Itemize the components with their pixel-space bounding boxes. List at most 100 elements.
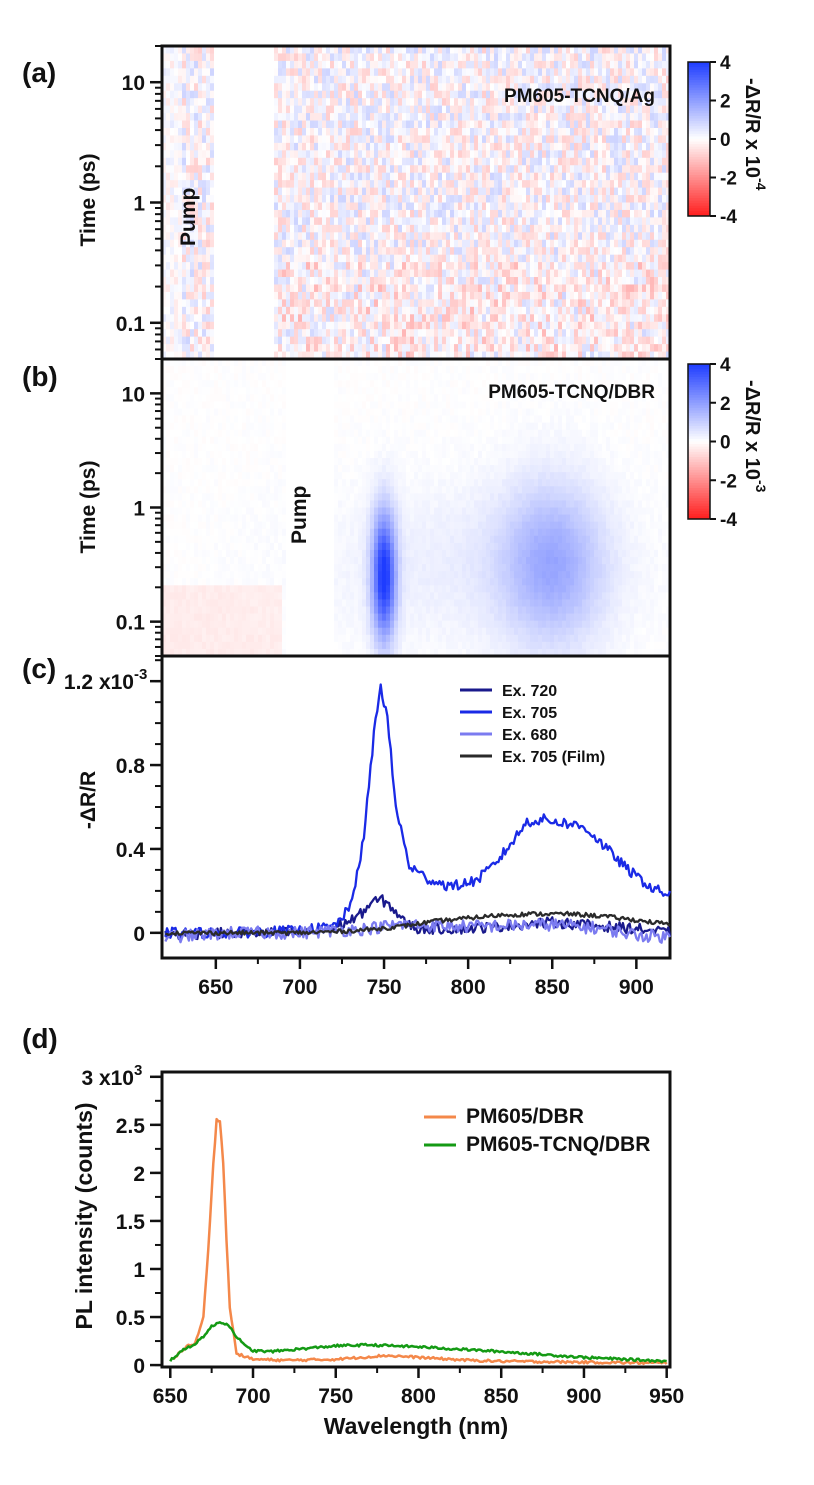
- heatmap-cell: [306, 336, 311, 345]
- heatmap-cell: [198, 314, 203, 323]
- heatmap-cell: [502, 239, 507, 248]
- heatmap-cell: [594, 157, 599, 166]
- heatmap-cell: [338, 60, 343, 69]
- heatmap-cell: [574, 165, 579, 174]
- heatmap-cell: [622, 306, 627, 315]
- heatmap-cell: [454, 127, 459, 136]
- heatmap-cell: [342, 336, 347, 345]
- heatmap-cell: [510, 195, 515, 203]
- heatmap-cell: [318, 98, 323, 107]
- heatmap-cell: [498, 284, 503, 293]
- heatmap-cell: [202, 269, 207, 278]
- heatmap-cell: [550, 157, 555, 166]
- heatmap-cell: [430, 187, 435, 196]
- heatmap-cell: [450, 98, 455, 107]
- heatmap-cell: [390, 53, 395, 62]
- heatmap-cell: [418, 262, 423, 270]
- heatmap-cell: [390, 83, 395, 92]
- heatmap-cell: [598, 75, 603, 84]
- heatmap-cell: [506, 217, 511, 226]
- heatmap-cell: [322, 53, 327, 62]
- heatmap-cell: [410, 239, 415, 248]
- heatmap-cell: [550, 209, 555, 218]
- heatmap-cell: [178, 262, 183, 270]
- heatmap-cell: [438, 321, 443, 330]
- heatmap-cell: [422, 105, 427, 114]
- heatmap-cell: [342, 113, 347, 121]
- heatmap-cell: [394, 306, 399, 315]
- heatmap-cell: [466, 224, 471, 233]
- heatmap-cell: [290, 142, 295, 151]
- heatmap-cell: [230, 217, 235, 226]
- heatmap-cell: [630, 209, 635, 218]
- heatmap-cell: [610, 135, 615, 144]
- heatmap-cell: [502, 232, 507, 241]
- heatmap-cell: [598, 344, 603, 352]
- heatmap-cell: [278, 329, 283, 338]
- heatmap-cell: [162, 75, 167, 84]
- heatmap-cell: [586, 299, 591, 308]
- heatmap-cell: [170, 75, 175, 84]
- heatmap-cell: [334, 135, 339, 144]
- heatmap-cell: [242, 351, 247, 360]
- heatmap-cell: [514, 68, 519, 77]
- heatmap-cell: [470, 113, 475, 121]
- heatmap-cell: [210, 165, 215, 174]
- heatmap-cell: [186, 127, 191, 136]
- heatmap-cell: [630, 187, 635, 196]
- heatmap-cell: [546, 60, 551, 69]
- heatmap-cell: [378, 165, 383, 174]
- heatmap-cell: [458, 120, 463, 129]
- heatmap-cell: [486, 195, 491, 203]
- heatmap-cell: [622, 157, 627, 166]
- heatmap-cell: [506, 157, 511, 166]
- heatmap-cell: [414, 127, 419, 136]
- heatmap-cell: [410, 277, 415, 285]
- heatmap-cell: [374, 254, 379, 263]
- heatmap-cell: [434, 202, 439, 211]
- heatmap-cell: [386, 172, 391, 181]
- heatmap-cell: [502, 60, 507, 69]
- heatmap-cell: [586, 217, 591, 226]
- heatmap-cell: [526, 344, 531, 352]
- heatmap-cell: [278, 299, 283, 308]
- heatmap-cell: [622, 336, 627, 345]
- heatmap-cell: [346, 232, 351, 241]
- heatmap-cell: [450, 120, 455, 129]
- heatmap-cell: [206, 68, 211, 77]
- heatmap-cell: [390, 105, 395, 114]
- heatmap-cell: [338, 232, 343, 241]
- heatmap-cell: [446, 46, 451, 54]
- heatmap-cell: [238, 157, 243, 166]
- heatmap-cell: [374, 165, 379, 174]
- heatmap-cell: [546, 83, 551, 92]
- heatmap-cell: [606, 83, 611, 92]
- heatmap-cell: [474, 254, 479, 263]
- heatmap-cell: [314, 90, 319, 99]
- heatmap-cell: [294, 46, 299, 54]
- heatmap-cell: [506, 336, 511, 345]
- heatmap-cell: [334, 344, 339, 352]
- heatmap-cell: [322, 195, 327, 203]
- heatmap-cell: [634, 75, 639, 84]
- heatmap-cell: [446, 299, 451, 308]
- heatmap-cell: [434, 314, 439, 323]
- heatmap-cell: [238, 113, 243, 121]
- heatmap-cell: [534, 195, 539, 203]
- heatmap-cell: [226, 187, 231, 196]
- heatmap-cell: [338, 127, 343, 136]
- heatmap-cell: [282, 217, 287, 226]
- heatmap-cell: [498, 68, 503, 77]
- heatmap-cell: [346, 247, 351, 256]
- heatmap-cell: [630, 135, 635, 144]
- heatmap-cell: [418, 180, 423, 188]
- heatmap-cell: [262, 217, 267, 226]
- heatmap-cell: [350, 247, 355, 256]
- heatmap-cell: [542, 195, 547, 203]
- heatmap-cell: [598, 284, 603, 293]
- heatmap-cell: [362, 239, 367, 248]
- heatmap-cell: [410, 351, 415, 360]
- heatmap-cell: [186, 321, 191, 330]
- heatmap-cell: [518, 142, 523, 151]
- heatmap-cell: [362, 299, 367, 308]
